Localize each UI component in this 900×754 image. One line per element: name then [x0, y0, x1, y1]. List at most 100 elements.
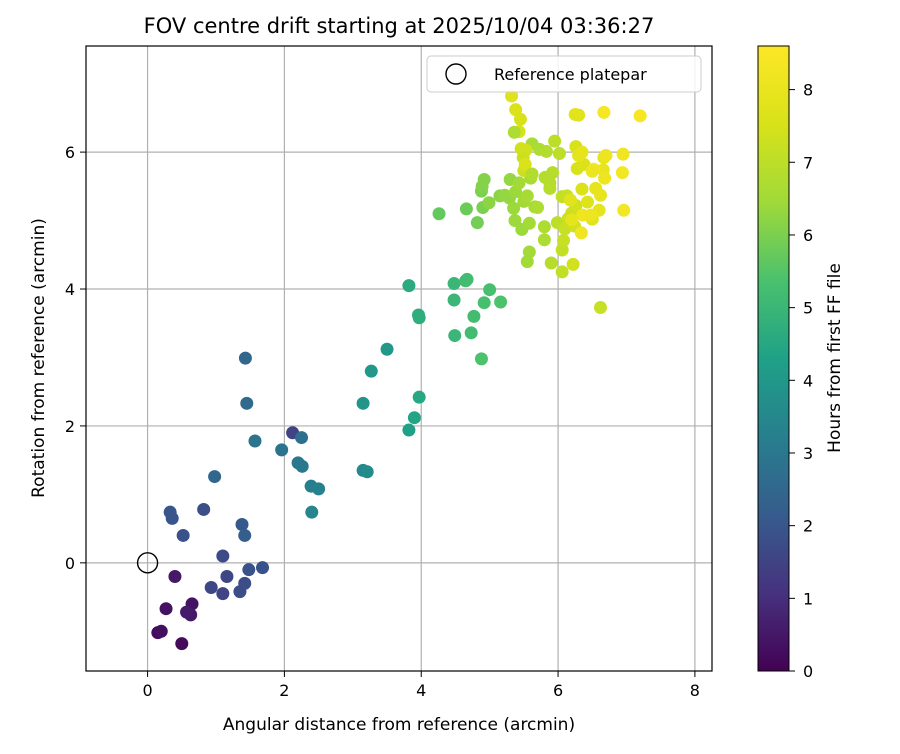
colorbar-tick-label: 5 [803, 299, 813, 318]
x-tick-label: 6 [553, 681, 563, 700]
x-axis-label: Angular distance from reference (arcmin) [223, 715, 575, 735]
data-point [505, 89, 519, 103]
data-point [548, 134, 562, 148]
data-point [544, 256, 558, 270]
x-axis-ticks: 0 2 4 6 8 [142, 671, 700, 700]
data-point [248, 434, 262, 448]
data-point [585, 164, 599, 178]
data-point [615, 166, 629, 180]
chart-title: FOV centre drift starting at 2025/10/04 … [144, 14, 655, 38]
reference-marker [136, 552, 159, 574]
data-point [364, 364, 378, 378]
data-point [180, 605, 194, 619]
y-tick-label: 6 [65, 143, 75, 162]
data-point [539, 144, 553, 158]
data-point [584, 208, 598, 222]
y-axis-label: Rotation from reference (arcmin) [29, 218, 49, 498]
colorbar: 0 1 2 3 4 5 6 7 8 Hours from first FF file [757, 45, 845, 681]
data-point [197, 502, 211, 516]
data-point [537, 233, 551, 247]
data-point [402, 423, 416, 437]
data-point [447, 277, 461, 291]
data-point [216, 587, 230, 601]
data-point [617, 203, 631, 217]
data-point [356, 396, 370, 410]
data-point [159, 602, 173, 616]
reference-point [136, 552, 159, 574]
colorbar-tick-label: 4 [803, 371, 813, 390]
x-tick-label: 8 [690, 681, 700, 700]
data-point [525, 167, 539, 181]
data-point [555, 243, 569, 257]
data-point [565, 213, 579, 227]
data-point [477, 296, 491, 310]
data-point [165, 511, 179, 525]
data-point [597, 105, 611, 119]
colorbar-tick-label: 3 [803, 444, 813, 463]
data-point [494, 295, 508, 309]
data-point [543, 176, 557, 190]
data-point [546, 166, 560, 180]
data-point [402, 279, 416, 293]
data-point [482, 196, 496, 210]
data-point [459, 202, 473, 216]
data-point [575, 145, 589, 159]
y-axis-ticks: 0 2 4 6 [65, 143, 86, 573]
data-point [518, 157, 532, 171]
colorbar-ticks: 0 1 2 3 4 5 6 7 8 [789, 81, 813, 681]
x-tick-label: 4 [416, 681, 426, 700]
data-point [509, 103, 523, 117]
data-point [593, 188, 607, 202]
data-point [432, 207, 446, 221]
data-point [580, 195, 594, 209]
data-point [520, 189, 534, 203]
colorbar-tick-label: 2 [803, 517, 813, 536]
data-point [537, 220, 551, 234]
data-point [242, 563, 256, 577]
data-point [412, 390, 426, 404]
data-point [208, 470, 222, 484]
data-point [295, 431, 309, 445]
x-tick-label: 0 [142, 681, 152, 700]
data-point [240, 396, 254, 410]
data-point [175, 637, 189, 651]
data-point [235, 518, 249, 532]
data-point [464, 326, 478, 340]
data-point [312, 482, 326, 496]
data-point [513, 112, 527, 126]
data-point [275, 443, 289, 457]
y-tick-label: 0 [65, 554, 75, 573]
colorbar-tick-label: 0 [803, 662, 813, 681]
data-point [557, 233, 571, 247]
data-point [568, 107, 582, 121]
data-point [448, 329, 462, 343]
data-point [238, 351, 252, 365]
data-point [575, 182, 589, 196]
legend-box [426, 55, 702, 93]
colorbar-tick-label: 1 [803, 589, 813, 608]
colorbar-gradient [757, 45, 790, 672]
data-point [563, 193, 577, 207]
data-point [380, 342, 394, 356]
data-point [154, 624, 168, 638]
data-point [522, 245, 536, 259]
data-point [633, 109, 647, 123]
data-point [238, 528, 252, 542]
data-point [531, 201, 545, 215]
data-point [512, 176, 526, 190]
data-point [522, 216, 536, 230]
data-point [238, 576, 252, 590]
data-point [470, 216, 484, 230]
data-point [475, 179, 489, 193]
legend-label: Reference platepar [494, 65, 647, 84]
data-point [566, 257, 580, 271]
data-point [552, 146, 566, 160]
data-point [555, 265, 569, 279]
data-point [412, 311, 426, 325]
y-tick-label: 2 [65, 417, 75, 436]
plot-frame [85, 45, 713, 672]
data-point [256, 561, 270, 575]
data-point [295, 459, 309, 473]
legend-marker [445, 63, 467, 85]
